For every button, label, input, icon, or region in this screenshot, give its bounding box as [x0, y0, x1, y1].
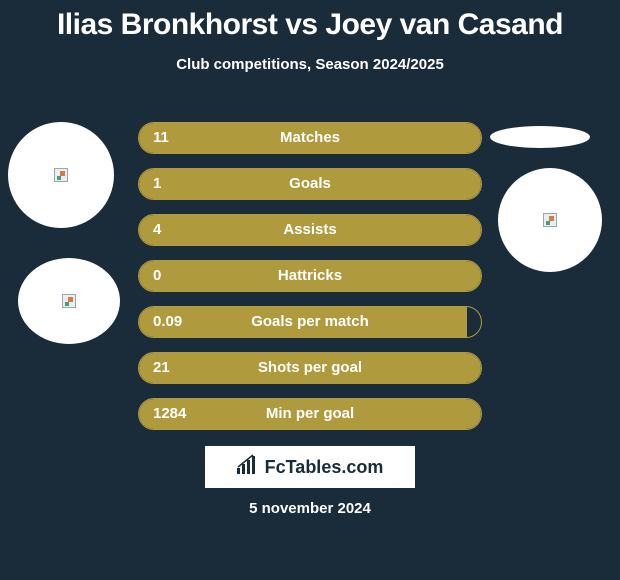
stat-label: Shots per goal — [139, 353, 481, 383]
stat-label: Assists — [139, 215, 481, 245]
watermark-text: FcTables.com — [265, 457, 384, 478]
subtitle: Club competitions, Season 2024/2025 — [0, 56, 620, 73]
player-right-avatar — [498, 168, 602, 272]
stat-label: Hattricks — [139, 261, 481, 291]
stat-label: Matches — [139, 123, 481, 153]
player-left-avatar — [8, 122, 114, 228]
stat-label: Goals — [139, 169, 481, 199]
stat-row: 0Hattricks — [138, 260, 482, 292]
image-placeholder-icon — [62, 294, 76, 308]
page-title: Ilias Bronkhorst vs Joey van Casand — [0, 0, 620, 42]
image-placeholder-icon — [543, 213, 557, 227]
stat-row: 1284Min per goal — [138, 398, 482, 430]
stat-row: 0.09Goals per match — [138, 306, 482, 338]
watermark: FcTables.com — [205, 446, 415, 488]
player-right-ellipse — [490, 126, 590, 148]
stat-row: 11Matches — [138, 122, 482, 154]
stats-container: 11Matches 1Goals 4Assists 0Hattricks 0.09Goa… — [138, 122, 482, 444]
stat-row: 1Goals — [138, 168, 482, 200]
date-label: 5 november 2024 — [0, 500, 620, 517]
image-placeholder-icon — [54, 168, 68, 182]
stat-label: Min per goal — [139, 399, 481, 429]
stat-row: 4Assists — [138, 214, 482, 246]
signal-bars-icon — [237, 454, 259, 480]
club-left-avatar — [18, 258, 120, 344]
stat-row: 21Shots per goal — [138, 352, 482, 384]
stat-label: Goals per match — [139, 307, 481, 337]
